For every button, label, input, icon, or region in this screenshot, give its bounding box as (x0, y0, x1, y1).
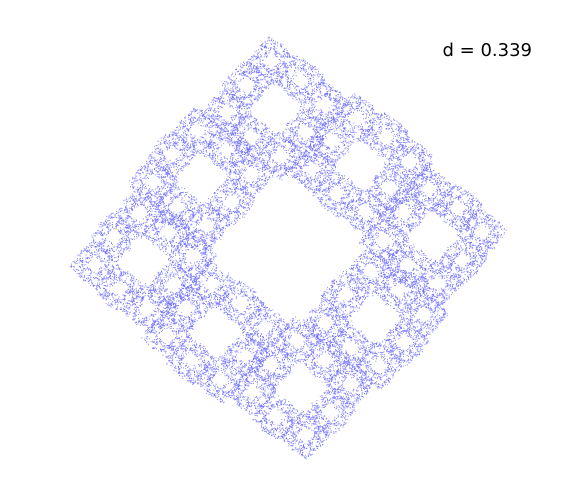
fractal-points (70, 37, 507, 459)
parameter-label: d = 0.339 (443, 40, 532, 61)
